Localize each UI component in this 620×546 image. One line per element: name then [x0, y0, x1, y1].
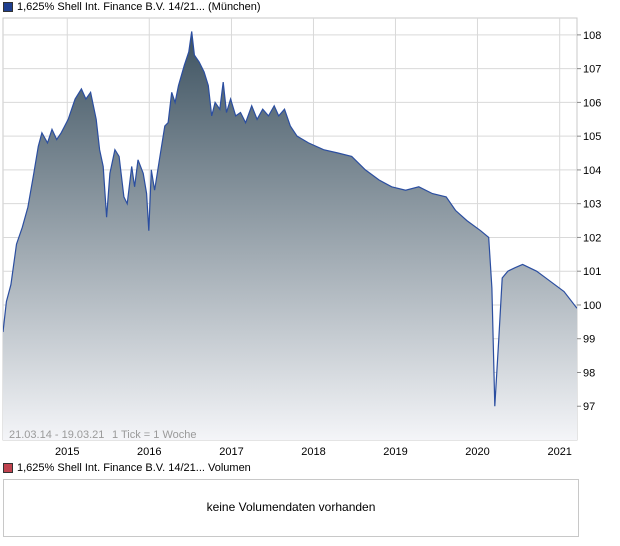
volume-series-swatch: [3, 463, 13, 473]
y-tick-label: 100: [583, 300, 601, 312]
y-tick-label: 102: [583, 232, 601, 244]
y-tick-label: 104: [583, 165, 601, 177]
x-tick-label: 2018: [301, 446, 325, 458]
price-legend: 1,625% Shell Int. Finance B.V. 14/21... …: [3, 0, 261, 14]
x-tick-label: 2016: [137, 446, 161, 458]
x-tick-label: 2021: [547, 446, 571, 458]
y-tick-label: 105: [583, 131, 601, 143]
price-legend-label: 1,625% Shell Int. Finance B.V. 14/21... …: [17, 1, 261, 13]
price-line: [3, 31, 577, 407]
y-tick-label: 108: [583, 30, 601, 42]
date-range-label: 21.03.14 - 19.03.21: [9, 429, 104, 441]
no-volume-message: keine Volumendaten vorhanden: [206, 500, 376, 514]
x-tick-label: 2019: [383, 446, 407, 458]
price-area: [3, 31, 577, 440]
y-tick-label: 99: [583, 334, 595, 346]
x-tick-label: 2015: [55, 446, 79, 458]
x-tick-label: 2020: [465, 446, 489, 458]
y-tick-label: 97: [583, 401, 595, 413]
y-tick-label: 106: [583, 97, 601, 109]
volume-panel: keine Volumendaten vorhanden: [3, 479, 579, 537]
volume-legend-label: 1,625% Shell Int. Finance B.V. 14/21... …: [17, 462, 251, 474]
y-tick-label: 103: [583, 199, 601, 211]
volume-legend: 1,625% Shell Int. Finance B.V. 14/21... …: [3, 461, 251, 475]
x-tick-label: 2017: [219, 446, 243, 458]
price-series-swatch: [3, 2, 13, 12]
price-chart: 97 98 99 100 101 102 103 104 105 106 107 108 2015 20…: [2, 17, 601, 458]
y-tick-label: 107: [583, 64, 601, 76]
y-tick-label: 101: [583, 266, 601, 278]
tick-interval-label: 1 Tick = 1 Woche: [112, 429, 196, 441]
y-tick-label: 98: [583, 367, 595, 379]
